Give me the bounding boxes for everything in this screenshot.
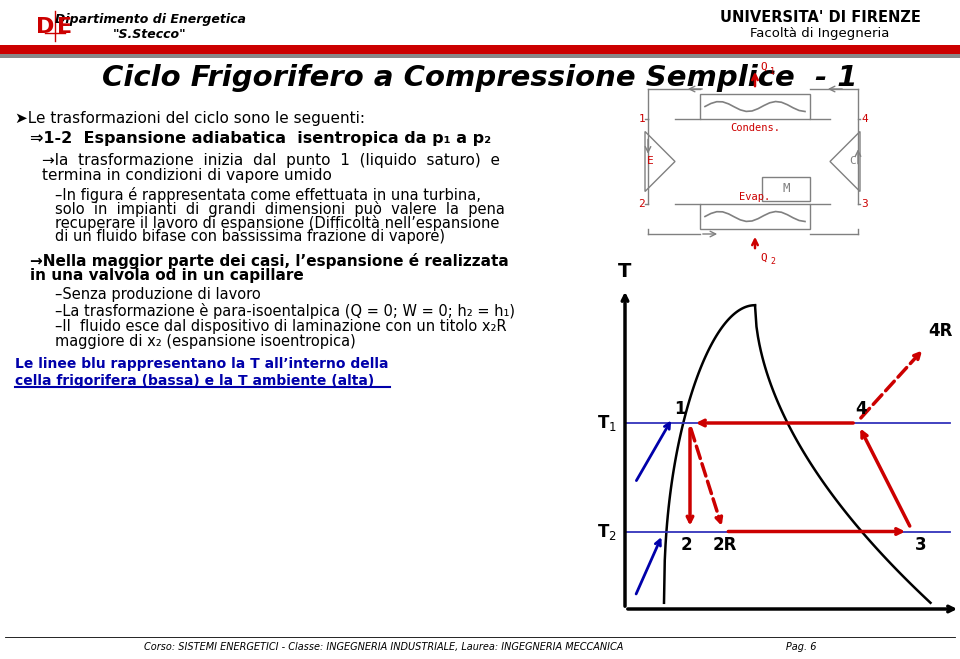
Bar: [700, 204, 810, 229]
Text: 2: 2: [638, 199, 645, 209]
Text: ⇒1-2  Espansione adiabatica  isentropica da p₁ a p₂: ⇒1-2 Espansione adiabatica isentropica d…: [30, 131, 492, 146]
Text: Le linee blu rappresentano la T all’interno della: Le linee blu rappresentano la T all’inte…: [15, 357, 389, 371]
Polygon shape: [830, 132, 860, 192]
Bar: [700, 94, 810, 119]
Text: –In figura é rappresentata come effettuata in una turbina,: –In figura é rappresentata come effettua…: [55, 187, 481, 203]
Text: 4: 4: [861, 114, 868, 124]
Text: 2: 2: [681, 536, 692, 554]
Text: Facoltà di Ingegneria: Facoltà di Ingegneria: [751, 26, 890, 40]
Text: C: C: [850, 156, 856, 167]
Text: →Nella maggior parte dei casi, l’espansione é realizzata: →Nella maggior parte dei casi, l’espansi…: [30, 253, 509, 269]
Text: di un fluido bifase con bassissima frazione di vapore): di un fluido bifase con bassissima frazi…: [55, 229, 445, 244]
Text: Q: Q: [760, 62, 767, 72]
Text: 1: 1: [770, 67, 775, 76]
Polygon shape: [645, 132, 675, 192]
Text: Condens.: Condens.: [730, 123, 780, 133]
Text: 3: 3: [861, 199, 868, 209]
Bar: [0, 54, 960, 58]
Text: T: T: [618, 262, 632, 281]
Text: –Il  fluido esce dal dispositivo di laminazione con un titolo x₂R: –Il fluido esce dal dispositivo di lamin…: [55, 319, 507, 334]
Text: –Senza produzione di lavoro: –Senza produzione di lavoro: [55, 287, 261, 302]
Text: D: D: [36, 17, 54, 37]
Text: "S.Stecco": "S.Stecco": [113, 28, 187, 40]
Text: 4: 4: [855, 400, 867, 418]
Bar: [762, 177, 810, 201]
Text: 2R: 2R: [712, 536, 736, 554]
Text: 3: 3: [915, 536, 926, 554]
Text: ➤Le trasformazioni del ciclo sono le seguenti:: ➤Le trasformazioni del ciclo sono le seg…: [15, 111, 365, 126]
Text: –La trasformazione è para-isoentalpica (Q = 0; W = 0; h₂ = h₁): –La trasformazione è para-isoentalpica (…: [55, 303, 515, 319]
Text: M: M: [782, 183, 790, 196]
Text: Ciclo Frigorifero a Compressione Semplice  - 1: Ciclo Frigorifero a Compressione Semplic…: [103, 64, 857, 92]
Text: maggiore di x₂ (espansione isoentropica): maggiore di x₂ (espansione isoentropica): [55, 334, 356, 349]
Text: T$_2$: T$_2$: [597, 521, 617, 542]
Text: Corso: SISTEMI ENERGETICI - Classe: INGEGNERIA INDUSTRIALE, Laurea: INGEGNERIA M: Corso: SISTEMI ENERGETICI - Classe: INGE…: [144, 642, 816, 652]
Text: Dipartimento di Energetica: Dipartimento di Energetica: [55, 13, 246, 26]
Text: 4R: 4R: [928, 322, 952, 341]
Text: →la  trasformazione  inizia  dal  punto  1  (liquido  saturo)  e: →la trasformazione inizia dal punto 1 (l…: [42, 153, 500, 168]
Text: recuperare il lavoro di espansione (Difficoltà nell’espansione: recuperare il lavoro di espansione (Diff…: [55, 215, 499, 231]
Text: cella frigorifera (bassa) e la T ambiente (alta): cella frigorifera (bassa) e la T ambient…: [15, 374, 374, 388]
Text: termina in condizioni di vapore umido: termina in condizioni di vapore umido: [42, 168, 332, 183]
Text: 1: 1: [675, 400, 686, 418]
Text: T$_1$: T$_1$: [597, 413, 617, 433]
Text: in una valvola od in un capillare: in una valvola od in un capillare: [30, 268, 303, 283]
Bar: [0, 45, 960, 54]
Text: 2: 2: [770, 257, 775, 266]
Text: solo  in  impianti  di  grandi  dimensioni  può  valere  la  pena: solo in impianti di grandi dimensioni pu…: [55, 201, 505, 217]
Text: Q: Q: [760, 253, 767, 263]
Text: E: E: [58, 17, 73, 37]
Text: E: E: [647, 156, 654, 167]
Text: 1: 1: [638, 114, 645, 124]
Text: Evap.: Evap.: [739, 192, 771, 202]
Text: UNIVERSITA' DI FIRENZE: UNIVERSITA' DI FIRENZE: [720, 11, 921, 26]
